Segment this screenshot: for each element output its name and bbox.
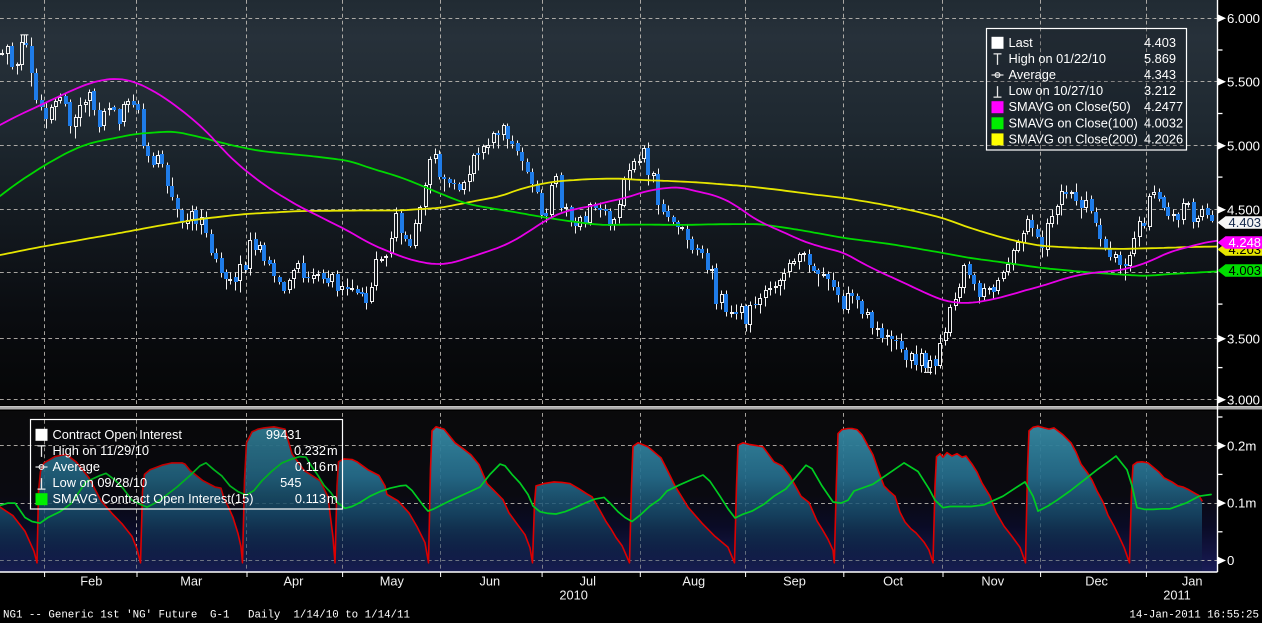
svg-text:Feb: Feb (80, 574, 102, 589)
svg-text:Aug: Aug (682, 574, 705, 589)
svg-text:m: m (327, 459, 338, 474)
svg-text:Low on 09/28/10: Low on 09/28/10 (53, 475, 148, 490)
svg-text:G-1: G-1 (210, 610, 229, 622)
svg-text:4.500: 4.500 (1227, 202, 1260, 217)
svg-text:Dec: Dec (1085, 574, 1108, 589)
svg-text:0: 0 (1227, 553, 1234, 568)
svg-text:2011: 2011 (1163, 588, 1191, 603)
svg-text:4.0032: 4.0032 (1144, 115, 1183, 130)
svg-text:5.000: 5.000 (1227, 138, 1260, 153)
svg-text:Nov: Nov (981, 574, 1004, 589)
svg-text:SMAVG Contract Open Interest(1: SMAVG Contract Open Interest(15) (53, 491, 254, 506)
svg-text:99431: 99431 (266, 427, 302, 442)
svg-text:Sep: Sep (783, 574, 806, 589)
svg-text:4.003: 4.003 (1229, 263, 1262, 278)
svg-text:Jun: Jun (479, 574, 500, 589)
svg-text:4.2477: 4.2477 (1144, 99, 1183, 114)
svg-text:SMAVG on Close(50): SMAVG on Close(50) (1009, 99, 1131, 114)
svg-text:Contract Open Interest: Contract Open Interest (53, 427, 183, 442)
svg-text:SMAVG on Close(200): SMAVG on Close(200) (1009, 131, 1138, 146)
svg-text:4.248: 4.248 (1229, 235, 1262, 250)
svg-text:Mar: Mar (180, 574, 203, 589)
svg-text:0.232: 0.232 (294, 443, 326, 458)
svg-text:0.2m: 0.2m (1227, 438, 1256, 453)
svg-text:Apr: Apr (283, 574, 304, 589)
svg-text:Oct: Oct (883, 574, 903, 589)
svg-text:3.500: 3.500 (1227, 331, 1260, 346)
svg-text:Daily 1/14/10 to 1/14/11: Daily 1/14/10 to 1/14/11 (248, 610, 410, 622)
svg-text:4.2026: 4.2026 (1144, 131, 1183, 146)
svg-text:May: May (380, 574, 405, 589)
svg-text:6.000: 6.000 (1227, 11, 1260, 26)
svg-text:High on 01/22/10: High on 01/22/10 (1009, 51, 1106, 66)
svg-text:Last: Last (1009, 35, 1034, 50)
svg-text:5.869: 5.869 (1144, 51, 1176, 66)
svg-text:m: m (327, 443, 338, 458)
svg-text:4.403: 4.403 (1144, 35, 1176, 50)
svg-text:14-Jan-2011 16:55:25: 14-Jan-2011 16:55:25 (1129, 610, 1259, 622)
svg-text:0.1m: 0.1m (1227, 496, 1256, 511)
svg-text:Low on 10/27/10: Low on 10/27/10 (1009, 83, 1104, 98)
svg-text:Average: Average (53, 459, 100, 474)
svg-text:545: 545 (280, 475, 301, 490)
svg-text:3.000: 3.000 (1227, 392, 1260, 407)
svg-text:SMAVG on Close(100): SMAVG on Close(100) (1009, 115, 1138, 130)
svg-text:0.113: 0.113 (295, 491, 326, 506)
svg-text:Jan: Jan (1182, 574, 1203, 589)
svg-text:High on 11/29/10: High on 11/29/10 (53, 443, 150, 458)
svg-text:5.500: 5.500 (1227, 74, 1260, 89)
svg-text:4.403: 4.403 (1229, 215, 1262, 230)
svg-text:0.116: 0.116 (295, 459, 326, 474)
svg-text:4.343: 4.343 (1144, 67, 1176, 82)
svg-text:Jul: Jul (580, 574, 596, 589)
svg-text:Average: Average (1009, 67, 1056, 82)
svg-text:NG1 -- Generic 1st 'NG' Future: NG1 -- Generic 1st 'NG' Future (3, 610, 197, 622)
svg-text:3.212: 3.212 (1144, 83, 1176, 98)
svg-text:2010: 2010 (559, 588, 587, 603)
svg-text:m: m (327, 491, 338, 506)
